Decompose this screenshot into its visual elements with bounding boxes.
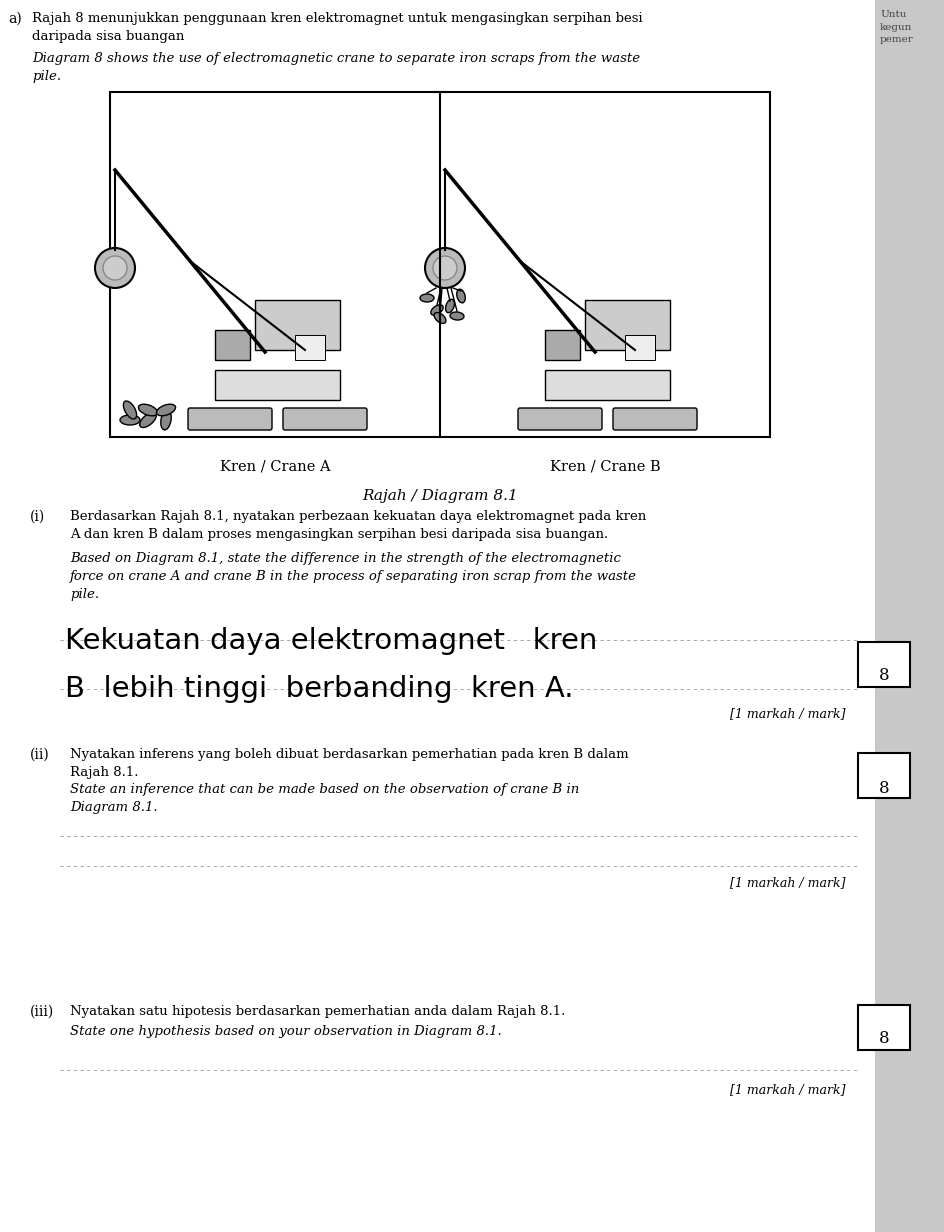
- Bar: [215, 330, 250, 360]
- Bar: [255, 301, 340, 350]
- Bar: [295, 335, 325, 360]
- Text: [1 markah / mark]: [1 markah / mark]: [729, 1083, 844, 1096]
- Text: Untu
kegun
pemer: Untu kegun pemer: [879, 10, 913, 44]
- Text: [1 markah / mark]: [1 markah / mark]: [729, 876, 844, 890]
- Ellipse shape: [456, 290, 464, 303]
- Ellipse shape: [120, 415, 140, 425]
- Text: 8: 8: [878, 667, 888, 684]
- Circle shape: [432, 256, 457, 280]
- Bar: [857, 642, 909, 687]
- Text: [1 markah / mark]: [1 markah / mark]: [729, 707, 844, 719]
- Ellipse shape: [160, 410, 171, 430]
- Bar: [857, 1005, 909, 1050]
- Text: Kekuatan daya elektromagnet   kren: Kekuatan daya elektromagnet kren: [65, 627, 597, 655]
- Ellipse shape: [157, 404, 176, 416]
- Bar: [857, 753, 909, 798]
- Ellipse shape: [419, 294, 433, 302]
- Circle shape: [103, 256, 126, 280]
- Text: Berdasarkan Rajah 8.1, nyatakan perbezaan kekuatan daya elektromagnet pada kren
: Berdasarkan Rajah 8.1, nyatakan perbezaa…: [70, 510, 646, 541]
- Bar: [545, 370, 669, 400]
- Text: Nyatakan inferens yang boleh dibuat berdasarkan pemerhatian pada kren B dalam
Ra: Nyatakan inferens yang boleh dibuat berd…: [70, 748, 628, 779]
- Text: Rajah / Diagram 8.1: Rajah / Diagram 8.1: [362, 489, 517, 503]
- Ellipse shape: [124, 400, 137, 419]
- Text: Diagram 8 shows the use of electromagnetic crane to separate iron scraps from th: Diagram 8 shows the use of electromagnet…: [32, 52, 639, 83]
- Ellipse shape: [449, 312, 464, 320]
- Text: a): a): [8, 12, 22, 26]
- FancyBboxPatch shape: [282, 408, 366, 430]
- Bar: [584, 301, 669, 350]
- Text: State an inference that can be made based on the observation of crane B in
Diagr: State an inference that can be made base…: [70, 784, 579, 814]
- FancyBboxPatch shape: [517, 408, 601, 430]
- Text: (iii): (iii): [30, 1005, 54, 1019]
- Ellipse shape: [445, 299, 454, 313]
- Text: 8: 8: [878, 1030, 888, 1047]
- Bar: [874, 0, 944, 1232]
- Text: Based on Diagram 8.1, state the difference in the strength of the electromagneti: Based on Diagram 8.1, state the differen…: [70, 552, 636, 601]
- Text: 8: 8: [878, 780, 888, 797]
- Text: Kren / Crane B: Kren / Crane B: [549, 460, 660, 473]
- Ellipse shape: [430, 304, 443, 315]
- FancyBboxPatch shape: [188, 408, 272, 430]
- Bar: [624, 335, 654, 360]
- Text: State one hypothesis based on your observation in Diagram 8.1.: State one hypothesis based on your obser…: [70, 1025, 501, 1039]
- Text: Nyatakan satu hipotesis berdasarkan pemerhatian anda dalam Rajah 8.1.: Nyatakan satu hipotesis berdasarkan peme…: [70, 1005, 565, 1018]
- Ellipse shape: [139, 404, 158, 416]
- FancyBboxPatch shape: [613, 408, 697, 430]
- Ellipse shape: [433, 313, 446, 324]
- Bar: [110, 92, 769, 437]
- Text: Kren / Crane A: Kren / Crane A: [219, 460, 330, 473]
- Bar: [545, 330, 580, 360]
- Circle shape: [425, 248, 464, 288]
- Ellipse shape: [140, 413, 156, 428]
- Text: (ii): (ii): [30, 748, 50, 763]
- Text: B  lebih tinggi  berbanding  kren A.: B lebih tinggi berbanding kren A.: [65, 675, 573, 703]
- Circle shape: [95, 248, 135, 288]
- Text: Rajah 8 menunjukkan penggunaan kren elektromagnet untuk mengasingkan serpihan be: Rajah 8 menunjukkan penggunaan kren elek…: [32, 12, 642, 43]
- Bar: [215, 370, 340, 400]
- Text: (i): (i): [30, 510, 45, 524]
